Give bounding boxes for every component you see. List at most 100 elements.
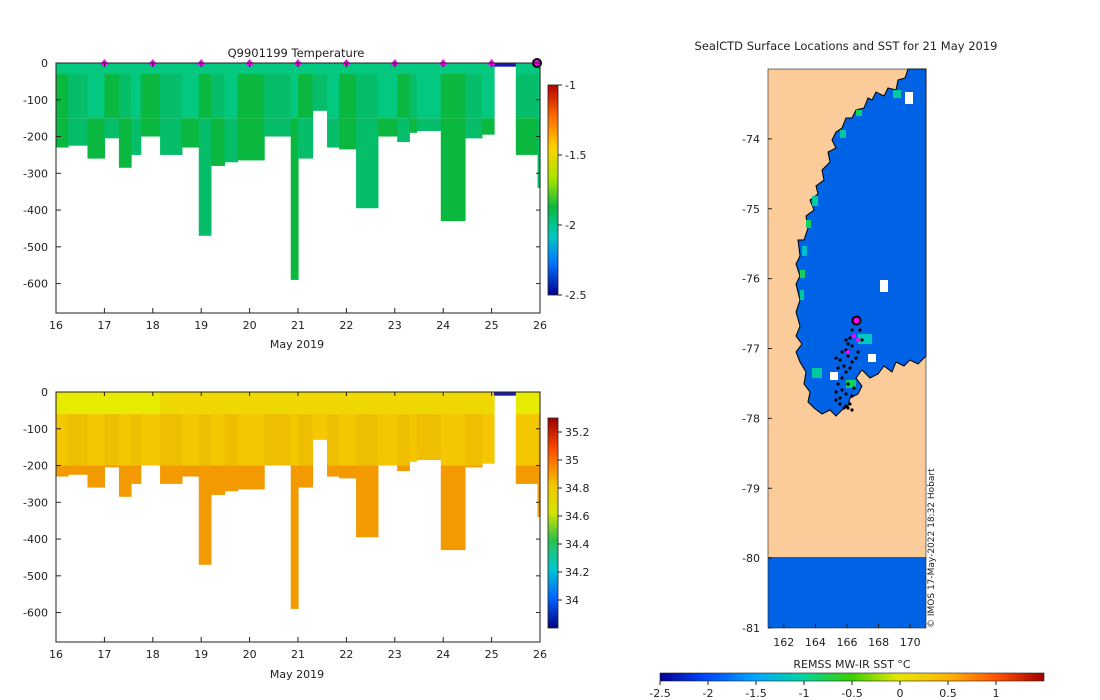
profile-cell <box>537 392 541 415</box>
ctd-track-point <box>846 354 850 358</box>
profile-cell <box>131 118 142 155</box>
y-tick-label: 0 <box>41 386 48 399</box>
x-tick-label: 23 <box>388 319 402 332</box>
x-tick-label: 16 <box>49 648 63 661</box>
profile-cell <box>397 414 410 466</box>
profile-cell <box>298 118 314 159</box>
ctd-track-point <box>858 328 862 332</box>
ctd-track-point <box>844 392 848 396</box>
x-tick-label: 21 <box>291 319 305 332</box>
colorbar-tick-label: -2.5 <box>565 289 586 302</box>
salinity-section-panel: 16 17 18 19 20 21 22 23 24 25 26 0 -100 -200 -300 -400… <box>23 386 589 681</box>
profile-cell <box>290 465 299 609</box>
lon-tick-label: 170 <box>900 636 921 649</box>
ctd-track-point <box>840 376 844 380</box>
x-tick-label: 26 <box>533 319 547 332</box>
profile-cell <box>181 414 200 466</box>
salinity-cells <box>56 392 541 609</box>
profile-cell <box>56 414 69 466</box>
profile-cell <box>181 465 200 477</box>
ctd-track-point <box>846 342 850 346</box>
profile-cell <box>68 465 89 475</box>
profile-cell <box>515 63 539 75</box>
profile-cell <box>160 414 183 466</box>
profile-cell <box>210 118 226 166</box>
profile-cell <box>416 118 442 132</box>
colorbar-tick-label: 35.2 <box>565 426 590 439</box>
profile-cell <box>377 63 398 75</box>
ctd-track-point <box>836 382 840 386</box>
profile-cell <box>87 63 105 75</box>
profile-cell <box>464 63 483 75</box>
profile-cell <box>68 118 89 146</box>
ctd-track-point <box>840 350 844 354</box>
profile-cell <box>377 74 398 119</box>
profile-cell <box>264 392 292 415</box>
lat-tick-label: -74 <box>742 133 760 146</box>
profile-cell <box>264 74 292 119</box>
profile-cell <box>264 63 292 75</box>
x-tick-label: 18 <box>146 648 160 661</box>
profile-cell <box>210 63 226 75</box>
profile-cell <box>515 414 539 466</box>
profile-cell <box>409 118 418 133</box>
sst-map-panel: SealCTD Surface Locations and SST for 21… <box>649 39 1045 700</box>
profile-cell <box>356 414 379 466</box>
profile-cell <box>312 63 328 75</box>
profile-cell <box>409 63 418 75</box>
profile-cell <box>224 392 239 415</box>
x-tick-label: 19 <box>194 648 208 661</box>
profile-cell <box>377 118 398 137</box>
x-tick-label: 22 <box>339 319 353 332</box>
profile-cell <box>131 414 142 466</box>
profile-cell <box>237 74 265 119</box>
y-tick-label: -200 <box>23 460 48 473</box>
profile-cell <box>356 392 379 415</box>
profile-cell <box>515 465 539 484</box>
x-tick-label: 24 <box>436 319 450 332</box>
y-tick-label: -100 <box>23 94 48 107</box>
ctd-track-highlight <box>852 334 856 338</box>
profile-cell <box>210 414 226 466</box>
ctd-track-point <box>838 396 842 400</box>
profile-cell <box>327 118 340 148</box>
y-tick-label: -500 <box>23 570 48 583</box>
profile-cell <box>198 414 212 466</box>
profile-cell <box>440 414 466 466</box>
profile-cell <box>181 392 200 415</box>
profile-cell <box>198 465 212 565</box>
ctd-track-point <box>848 366 852 370</box>
x-tick-label: 22 <box>339 648 353 661</box>
profile-cell <box>224 63 239 75</box>
x-tick-label: 17 <box>97 648 111 661</box>
profile-cell <box>327 414 340 466</box>
profile-cell <box>481 392 495 415</box>
profile-cell <box>160 74 183 119</box>
profile-cell <box>481 63 495 75</box>
ctd-track-highlight <box>846 350 850 354</box>
profile-cell <box>118 63 132 75</box>
profile-cell <box>118 118 132 168</box>
profile-cell <box>481 414 495 464</box>
colorbar-tick-label: 34.2 <box>565 566 590 579</box>
x-tick-label: 16 <box>49 319 63 332</box>
sst-colorbar-tick-label: -2 <box>703 687 714 700</box>
profile-cell <box>160 118 183 155</box>
profile-cell <box>104 414 120 466</box>
profile-cell <box>298 74 314 119</box>
profile-cell <box>224 465 239 492</box>
profile-cell <box>181 74 200 119</box>
profile-cell <box>198 118 212 236</box>
profile-cell <box>440 465 466 551</box>
map-title: SealCTD Surface Locations and SST for 21… <box>695 39 998 53</box>
map-latest-position-marker <box>851 315 862 326</box>
map-credit: © IMOS 17-May-2022 18:32 Hobart <box>927 468 937 628</box>
profile-cell <box>481 118 495 135</box>
y-tick-label: -400 <box>23 204 48 217</box>
profile-cell <box>56 392 69 415</box>
map-lon-ticks: 162 164 166 168 170 <box>773 624 921 649</box>
lat-tick-label: -80 <box>742 552 760 565</box>
profile-cell <box>56 118 69 148</box>
profile-cell <box>290 118 299 280</box>
